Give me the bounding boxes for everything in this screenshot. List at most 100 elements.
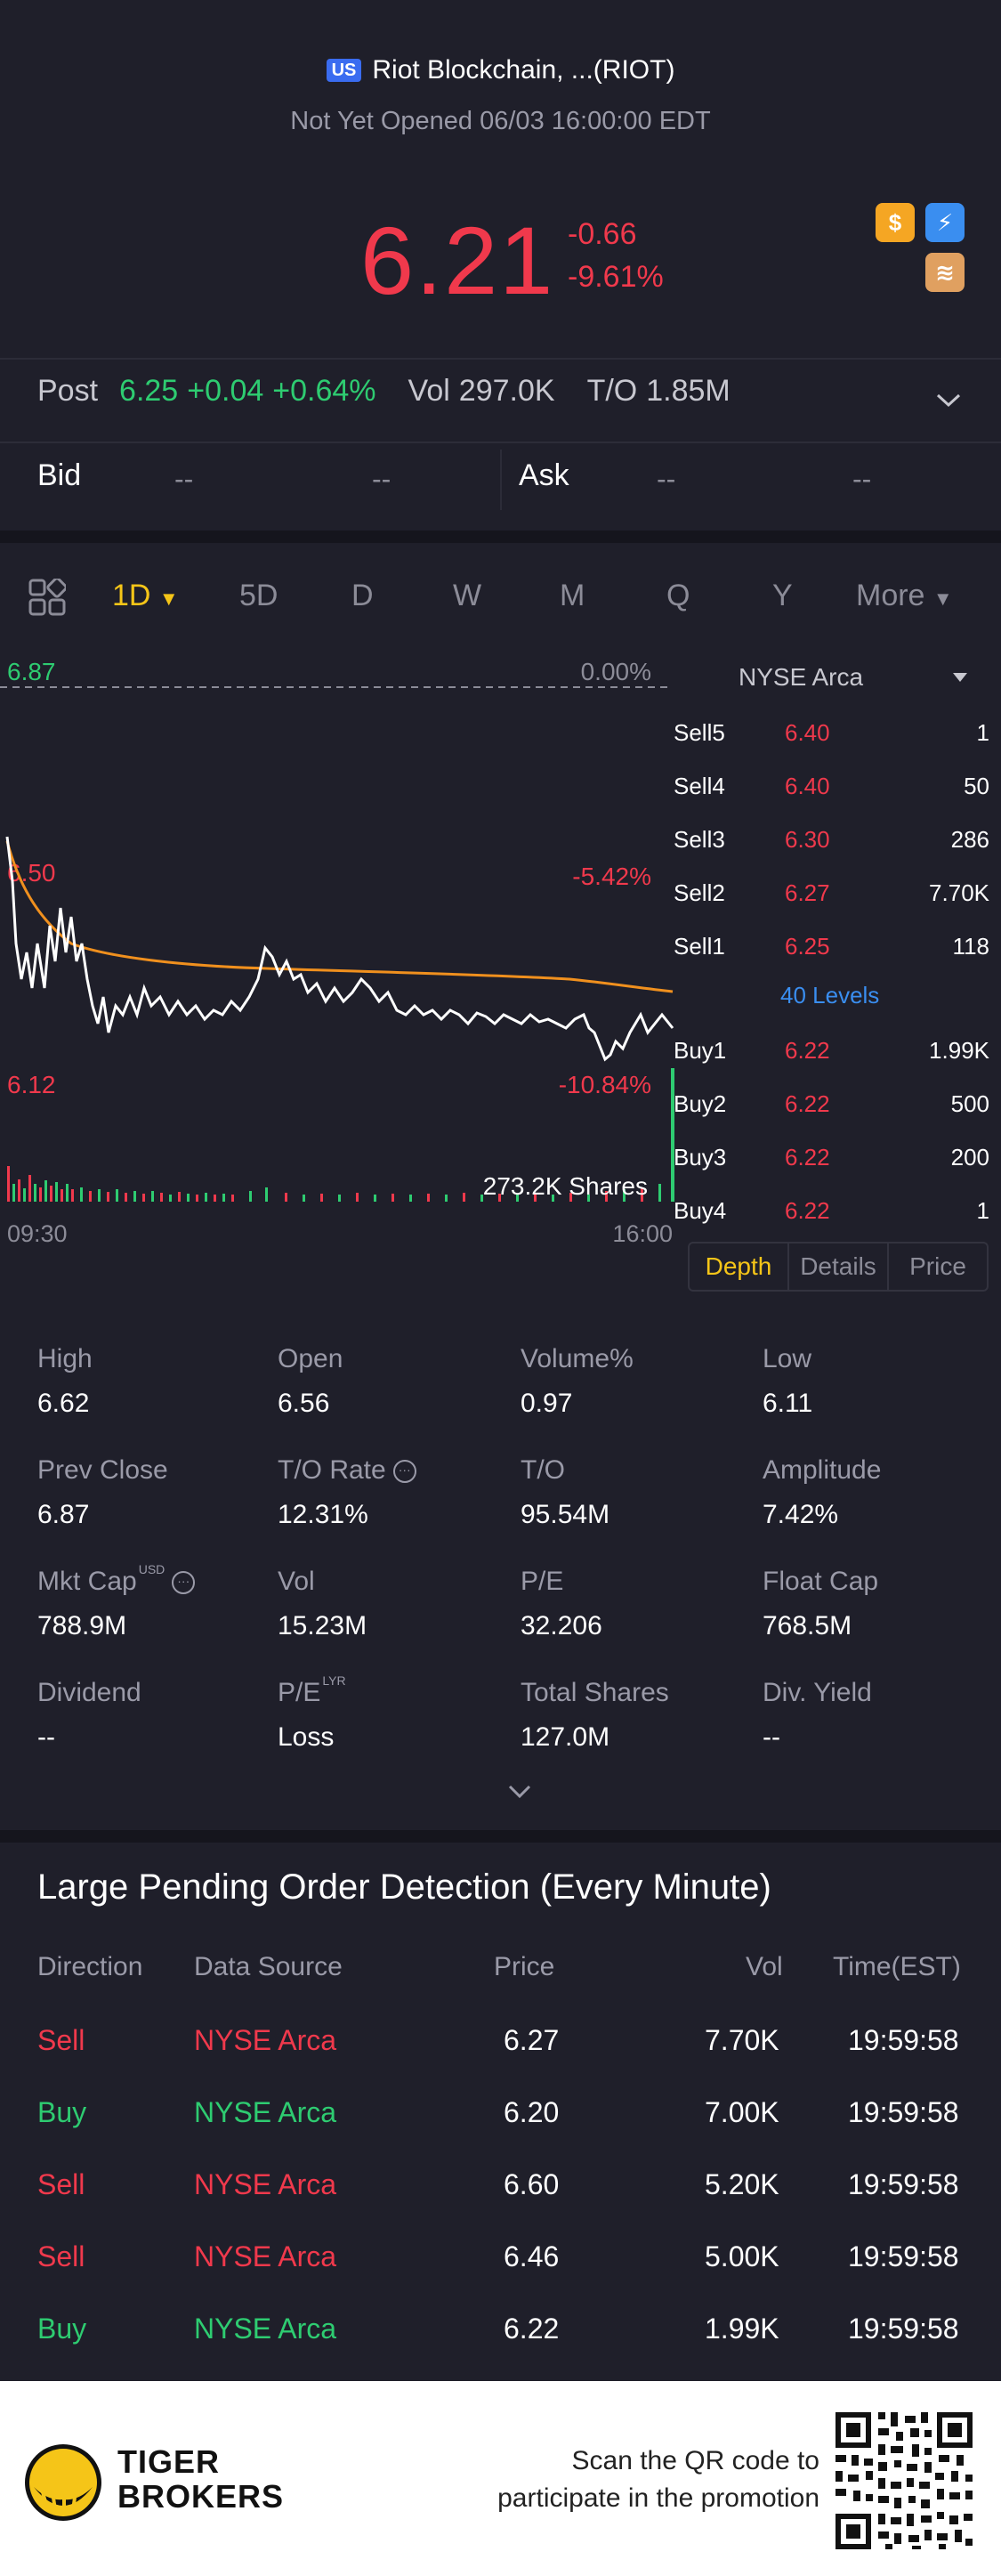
stat-value-div-yield: --	[763, 1722, 780, 1752]
market-badge: US	[326, 59, 362, 82]
order-direction: Sell	[37, 2168, 85, 2200]
post-to-label: T/O	[586, 374, 638, 408]
depth-level-label: Sell1	[674, 933, 725, 960]
stat-value-pe-lyr: Loss	[278, 1722, 335, 1752]
depth-price: 6.40	[785, 773, 830, 799]
tab-5d[interactable]: 5D	[239, 579, 279, 612]
tab-q[interactable]: Q	[666, 579, 690, 612]
tab-1d-label: 1D	[112, 579, 151, 612]
depth-qty: 1	[976, 719, 989, 746]
depth-exchange-selector[interactable]: NYSE Arca	[739, 663, 863, 692]
stat-value-open: 6.56	[278, 1389, 330, 1418]
col-header-source: Data Source	[194, 1952, 343, 1981]
stat-value-vol: 15.23M	[278, 1611, 367, 1640]
depth-qty: 200	[950, 1144, 989, 1171]
stock-title-row[interactable]: US Riot Blockchain, ...(RIOT)	[0, 55, 1001, 85]
depth-price: 6.40	[785, 719, 830, 746]
stat-value-to: 95.54M	[521, 1500, 610, 1529]
low-pct-label: -10.84%	[559, 1071, 651, 1098]
tab-more-caret-icon: ▼	[932, 587, 953, 610]
price-change: -0.66	[568, 217, 637, 251]
tab-d[interactable]: D	[351, 579, 374, 612]
tab-m[interactable]: M	[560, 579, 585, 612]
post-to: 1.85M	[646, 374, 731, 408]
lightning-icon[interactable]: ⚡	[925, 203, 965, 242]
order-vol: 5.00K	[705, 2240, 779, 2272]
more-info-icon[interactable]: ···	[392, 1460, 416, 1484]
more-info-icon[interactable]: ···	[172, 1571, 196, 1595]
stat-label-to-rate: T/O Rate ···	[278, 1455, 416, 1486]
depth-qty: 50	[964, 773, 989, 799]
bid-label: Bid	[37, 458, 82, 492]
depth-price: 6.22	[785, 1090, 830, 1117]
caret-down-icon[interactable]	[951, 671, 969, 684]
stat-label-dividend: Dividend	[37, 1678, 141, 1707]
promo-text-line-1: Scan the QR code to	[571, 2446, 820, 2475]
stat-label-div-yield: Div. Yield	[763, 1678, 872, 1707]
col-header-direction: Direction	[37, 1952, 143, 1981]
dollar-icon[interactable]: $	[876, 203, 915, 242]
tab-more[interactable]: More ▼	[856, 579, 953, 613]
price-line	[5, 836, 674, 1062]
depth-level-label: Sell4	[674, 773, 725, 799]
tab-y[interactable]: Y	[772, 579, 793, 612]
qr-code-icon[interactable]	[832, 2409, 976, 2553]
depth-buy-row: Buy4 6.22 1	[674, 1197, 989, 1233]
top-price-label: 6.87	[7, 658, 56, 685]
order-price: 6.46	[504, 2240, 560, 2272]
time-start-label: 09:30	[7, 1220, 68, 1247]
grid-layout-icon[interactable]	[28, 579, 66, 616]
order-time: 19:59:58	[848, 2024, 959, 2056]
order-price: 6.20	[504, 2096, 560, 2128]
order-direction: Buy	[37, 2313, 87, 2345]
col-header-price: Price	[494, 1952, 555, 1981]
depth-level-label: Sell5	[674, 719, 725, 746]
stat-value-prev-close: 6.87	[37, 1500, 90, 1529]
post-vol-label: Vol	[408, 374, 450, 408]
stat-label-open: Open	[278, 1344, 343, 1373]
depth-sell-row: Sell5 6.40 1	[674, 719, 989, 755]
chevron-down-icon[interactable]	[936, 392, 961, 409]
levels-link[interactable]: 40 Levels	[780, 982, 880, 1009]
tab-price[interactable]: Price	[909, 1252, 966, 1280]
bid-price: --	[174, 463, 194, 495]
depth-sell-row: Sell2 6.27 7.70K	[674, 879, 989, 915]
expand-chevron-icon[interactable]	[507, 1784, 532, 1800]
order-price: 6.27	[504, 2024, 560, 2056]
ask-label: Ask	[519, 458, 569, 492]
stack-icon[interactable]: ≋	[925, 253, 965, 292]
last-price: 6.21	[360, 207, 555, 314]
order-source: NYSE Arca	[194, 2024, 337, 2056]
tab-details[interactable]: Details	[789, 1243, 889, 1290]
intraday-chart[interactable]: 6.87 0.00% 6.50 -5.42% 6.12 -10.84%	[0, 650, 676, 1255]
depth-tabs: Depth Details Price	[688, 1242, 989, 1292]
stat-label-volume-pct: Volume%	[521, 1344, 634, 1373]
stat-value-float-cap: 768.5M	[763, 1611, 852, 1640]
stat-label-prev-close: Prev Close	[37, 1455, 168, 1485]
tab-more-label: More	[856, 579, 925, 612]
brand-line-2: BROKERS	[117, 2478, 285, 2515]
tab-1d[interactable]: 1D ▼	[112, 579, 179, 613]
order-time: 19:59:58	[848, 2096, 959, 2128]
section-separator	[0, 1830, 1001, 1843]
brand-line-1: TIGER	[117, 2443, 221, 2480]
post-change: +0.04	[187, 374, 264, 408]
tab-depth[interactable]: Depth	[690, 1243, 789, 1290]
post-vol: 297.0K	[458, 374, 555, 408]
time-end-label: 16:00	[612, 1220, 673, 1247]
depth-price: 6.22	[785, 1144, 830, 1171]
tab-1d-caret-icon: ▼	[158, 587, 179, 610]
stat-value-high: 6.62	[37, 1389, 90, 1418]
depth-level-label: Buy3	[674, 1144, 727, 1171]
depth-level-label: Sell3	[674, 826, 725, 853]
stat-label-high: High	[37, 1344, 93, 1373]
post-label: Post	[37, 374, 99, 408]
depth-qty: 7.70K	[929, 879, 989, 906]
stat-label-low: Low	[763, 1344, 812, 1373]
stat-label-amplitude: Amplitude	[763, 1455, 882, 1485]
order-time: 19:59:58	[848, 2240, 959, 2272]
lyr-superscript: LYR	[322, 1673, 346, 1688]
tab-w[interactable]: W	[453, 579, 482, 612]
stat-value-volume-pct: 0.97	[521, 1389, 573, 1418]
post-change-pct: +0.64%	[272, 374, 376, 408]
